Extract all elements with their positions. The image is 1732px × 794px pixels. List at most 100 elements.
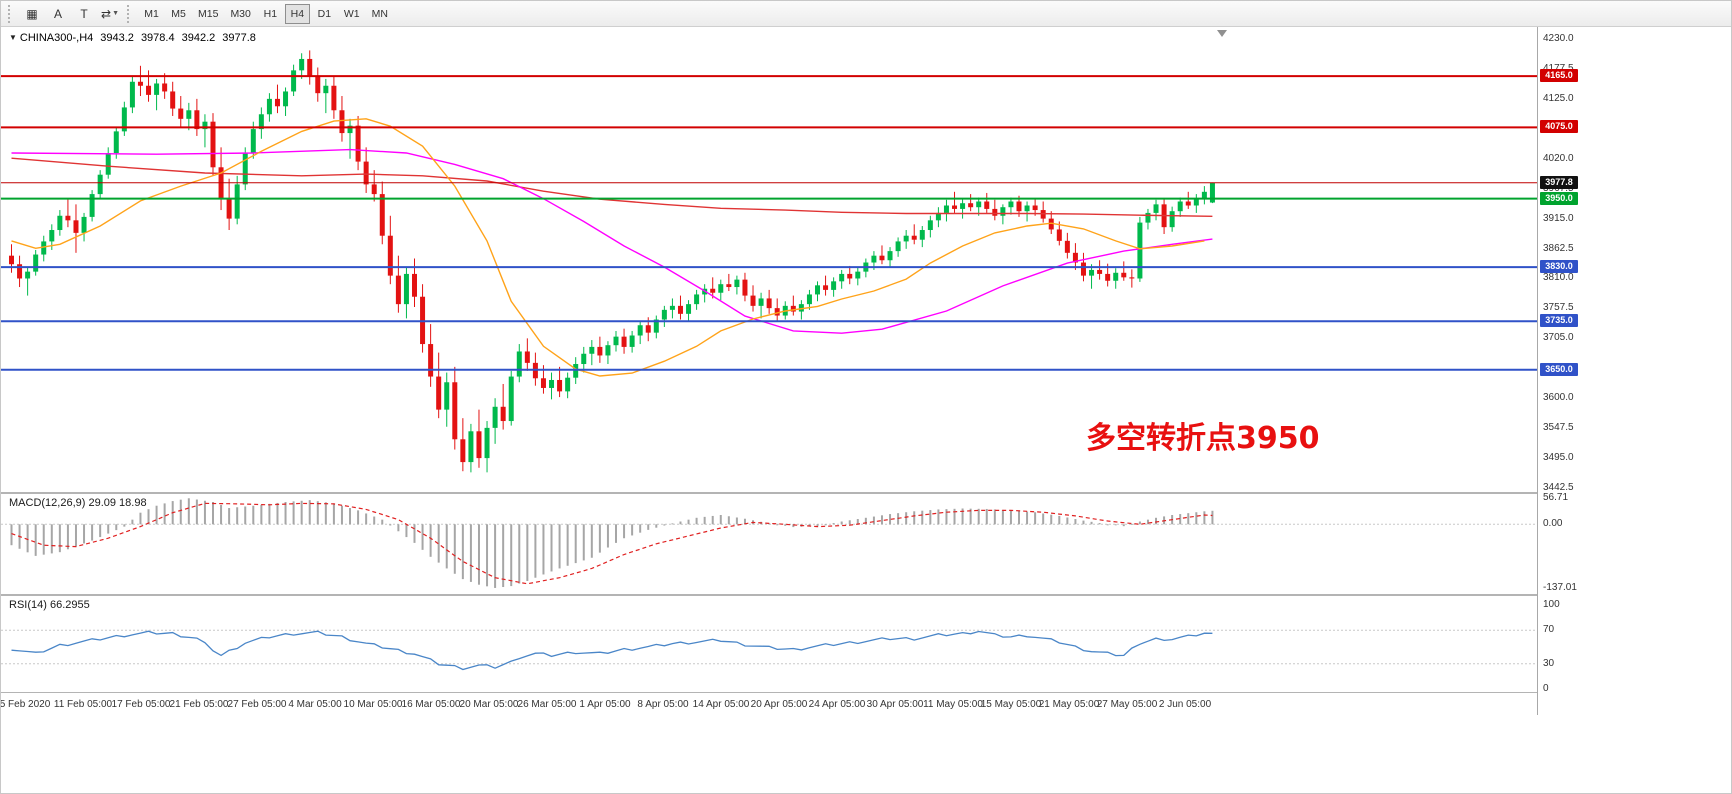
rsi-tick-label: 30 <box>1543 657 1555 669</box>
macd-tick-label: -137.01 <box>1543 581 1577 593</box>
time-label: 21 Feb 05:00 <box>169 699 229 710</box>
time-label: 14 Apr 05:00 <box>692 699 750 710</box>
time-label: 4 Mar 05:00 <box>288 699 342 710</box>
ma-long-magenta <box>11 148 1213 334</box>
macd-panel: MACD(12,26,9) 29.09 18.98 <box>1 494 1537 594</box>
tool-button-chart-grid[interactable]: ▦ <box>20 3 44 25</box>
price-tick-label: 4020.0 <box>1543 152 1574 164</box>
price-badge-3735.0: 3735.0 <box>1540 314 1578 328</box>
time-label: 16 Mar 05:00 <box>401 699 461 710</box>
time-label: 11 May 05:00 <box>923 699 983 710</box>
ma-slow-red <box>11 157 1213 217</box>
main-chart-canvas[interactable] <box>1 27 1537 492</box>
ma-fast-orange <box>11 118 1205 377</box>
macd-canvas[interactable] <box>1 494 1537 594</box>
timeframe-button-m1[interactable]: M1 <box>139 4 164 24</box>
price-tick-label: 3547.5 <box>1543 422 1574 434</box>
top-toolbar: ▦ A T ⇄ ▼ M1 M5 M15 M30 H1 H4 D1 W1 MN <box>1 1 1731 27</box>
price-badge-3830.0: 3830.0 <box>1540 260 1578 274</box>
rsi-tick-label: 100 <box>1543 599 1560 610</box>
price-tick-label: 3495.0 <box>1543 452 1574 464</box>
time-label: 15 May 05:00 <box>980 699 1042 710</box>
timeframe-button-d1[interactable]: D1 <box>312 4 337 24</box>
macd-tick-label: 0.00 <box>1543 518 1563 530</box>
macd-histogram <box>10 498 1214 588</box>
time-label: 27 May 05:00 <box>1096 699 1158 710</box>
price-tick-label: 4230.0 <box>1543 33 1574 44</box>
chart-annotation: 多空转折点3950 <box>1086 421 1320 456</box>
timeframe-button-h4[interactable]: H4 <box>284 3 310 24</box>
timeframe-button-h1[interactable]: H1 <box>258 4 283 24</box>
symbol-name: CHINA300-,H4 <box>19 32 94 44</box>
timeframe-button-m5[interactable]: M5 <box>166 4 191 24</box>
time-label: 8 Apr 05:00 <box>637 699 689 710</box>
macd-signal-line <box>11 502 1213 585</box>
macd-label: MACD(12,26,9) 29.09 18.98 <box>9 497 147 509</box>
price-tick-label: 3442.5 <box>1543 482 1574 494</box>
time-label: 2 Jun 05:00 <box>1158 699 1212 710</box>
tool-button-arrow-tools[interactable]: ⇄ ▼ <box>98 3 122 25</box>
timeframes-toolbar: M1 M5 M15 M30 H1 H4 D1 W1 MN <box>138 3 394 24</box>
chart-shift-marker[interactable] <box>1217 30 1227 37</box>
arrow-tools-icon: ⇄ <box>101 6 112 21</box>
price-axis-separator <box>1537 27 1538 715</box>
macd-tick-label: 56.71 <box>1543 491 1569 503</box>
price-badge-4165.0: 4165.0 <box>1540 69 1578 83</box>
insert-text-icon: A <box>53 6 62 21</box>
high-value: 3978.4 <box>140 32 175 44</box>
time-label: 1 Apr 05:00 <box>579 699 631 710</box>
rsi-label: RSI(14) 66.2955 <box>9 599 90 611</box>
main-chart-panel: ▼ CHINA300-,H4 3943.2 3978.4 3942.2 3977.8 多空… <box>1 27 1537 492</box>
time-label: 24 Apr 05:00 <box>808 699 866 710</box>
price-tick-label: 3757.5 <box>1543 302 1574 314</box>
open-value: 3943.2 <box>100 32 134 44</box>
price-tick-label: 3600.0 <box>1543 392 1574 404</box>
rsi-tick-label: 70 <box>1543 624 1555 636</box>
tools-toolbar: ▦ A T ⇄ ▼ <box>19 3 123 25</box>
tool-button-insert-text[interactable]: A <box>46 3 70 25</box>
timeframe-button-mn[interactable]: MN <box>367 4 393 24</box>
price-tick-label: 3810.0 <box>1543 272 1574 284</box>
rsi-panel: RSI(14) 66.2955 <box>1 596 1537 692</box>
price-tick-label: 3915.0 <box>1543 212 1574 224</box>
chart-grid-icon: ▦ <box>26 6 38 21</box>
time-label: 17 Feb 05:00 <box>111 699 171 710</box>
price-tick-label: 3862.5 <box>1543 242 1574 254</box>
time-label: 30 Apr 05:00 <box>866 699 924 710</box>
price-axis[interactable]: 4230.04177.54125.04072.54020.03967.53915… <box>1538 27 1731 715</box>
price-tick-label: 4125.0 <box>1543 92 1574 104</box>
price-badge-4075.0: 4075.0 <box>1540 120 1578 134</box>
low-value: 3942.2 <box>181 32 216 44</box>
time-label: 10 Mar 05:00 <box>343 699 403 710</box>
rsi-canvas[interactable] <box>1 596 1537 692</box>
symbol-dropdown-icon[interactable]: ▼ <box>9 33 17 42</box>
time-label: 5 Feb 2020 <box>0 699 51 710</box>
chart-title: ▼ CHINA300-,H4 3943.2 3978.4 3942.2 3977.8 <box>9 32 256 44</box>
rsi-line <box>11 630 1213 671</box>
last-price-badge: 3977.8 <box>1540 175 1578 189</box>
tool-button-text-label[interactable]: T <box>72 3 96 25</box>
time-label: 20 Apr 05:00 <box>750 699 808 710</box>
dropdown-caret-icon: ▼ <box>112 10 119 17</box>
time-label: 27 Feb 05:00 <box>227 699 287 710</box>
timeframe-button-m15[interactable]: M15 <box>193 4 223 24</box>
price-badge-3950.0: 3950.0 <box>1540 191 1578 205</box>
timeframe-toolbar-grip[interactable] <box>127 4 134 23</box>
price-tick-label: 4177.5 <box>1543 63 1574 74</box>
timeframe-button-w1[interactable]: W1 <box>339 4 365 24</box>
time-label: 21 May 05:00 <box>1038 699 1100 710</box>
close-value: 3977.8 <box>222 32 256 44</box>
time-label: 11 Feb 05:00 <box>53 699 113 710</box>
candles-layer <box>9 50 1215 473</box>
time-axis[interactable]: 5 Feb 2020 11 Feb 05:00 17 Feb 05:00 21 Feb… <box>1 693 1537 715</box>
rsi-tick-label: 0 <box>1543 683 1549 694</box>
timeframe-button-m30[interactable]: M30 <box>225 4 255 24</box>
time-label: 26 Mar 05:00 <box>517 699 577 710</box>
panel-splitter[interactable] <box>1 594 1585 596</box>
panel-splitter[interactable] <box>1 492 1585 494</box>
price-tick-label: 3705.0 <box>1543 332 1574 344</box>
text-label-icon: T <box>80 6 88 21</box>
toolbar-grip[interactable] <box>8 4 15 23</box>
time-label: 20 Mar 05:00 <box>459 699 519 710</box>
